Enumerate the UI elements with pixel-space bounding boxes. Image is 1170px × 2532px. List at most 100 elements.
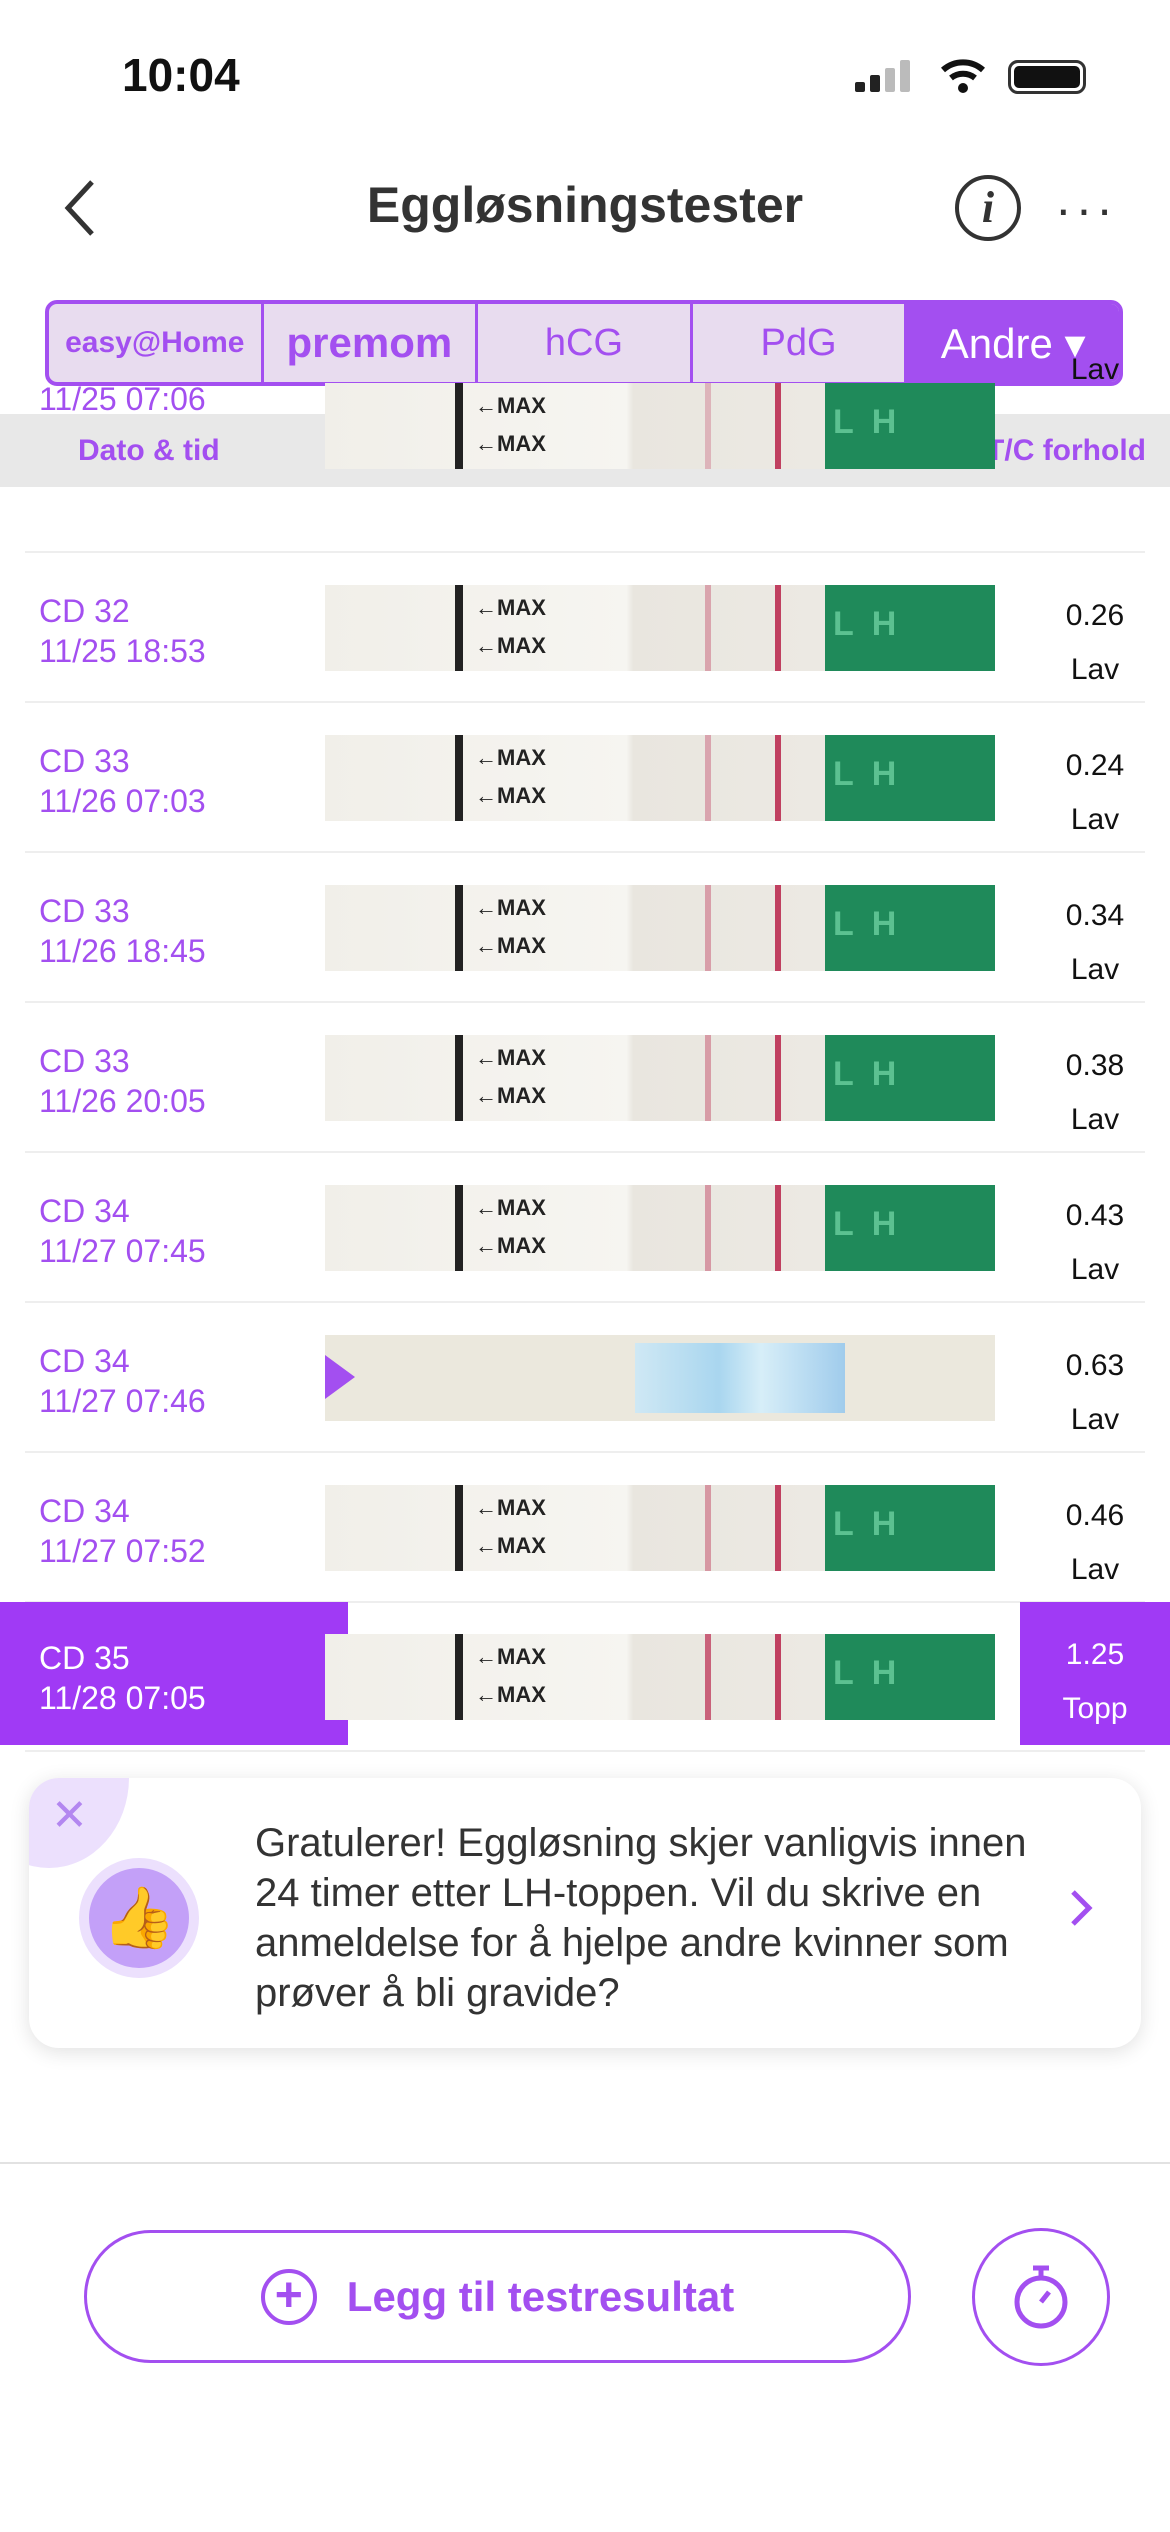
page-title: Eggløsningstester (366, 177, 804, 233)
test-strip-image: ←MAX ←MAX LH (325, 885, 995, 971)
row-ratio: 0.46 Lav (1045, 1489, 1145, 1597)
back-icon[interactable] (60, 178, 100, 238)
strip-brand: LH (825, 1035, 995, 1121)
test-strip-image: ←MAX ←MAX LH (325, 1035, 995, 1121)
control-line (775, 1035, 781, 1121)
cycle-day: CD 33 (39, 1043, 130, 1079)
review-popup[interactable]: ✕ 👍 Gratulerer! Eggløsning skjer vanligv… (29, 1778, 1141, 2048)
strip-brand: LH (825, 735, 995, 821)
strip-line (455, 1485, 463, 1571)
control-line (775, 885, 781, 971)
test-line (705, 1634, 711, 1720)
strip-max-label: ←MAX (475, 431, 546, 456)
tab-easy-home[interactable]: easy@Home (49, 304, 264, 382)
table-row[interactable]: CD 33 11/26 07:03 ←MAX ←MAX LH 0.24 Lav (25, 703, 1145, 853)
cycle-day: CD 34 (39, 1343, 130, 1379)
test-strip-image: ←MAX ←MAX LH (325, 1485, 995, 1571)
test-strip-image (325, 1335, 995, 1421)
strip-max-label: ←MAX (475, 393, 546, 418)
cycle-day: CD 32 (39, 593, 130, 629)
test-strip-image: ←MAX ←MAX LH (325, 585, 995, 671)
date-time: 11/26 07:03 (39, 783, 206, 819)
strip-max-label: ←MAX (475, 1195, 546, 1220)
strip-line (455, 1185, 463, 1271)
tab-premom[interactable]: premom (264, 304, 479, 382)
level: Lav (1070, 653, 1120, 686)
table-row[interactable]: CD 34 11/27 07:52 ←MAX ←MAX LH 0.46 Lav (25, 1453, 1145, 1603)
level: Lav (1070, 1403, 1120, 1436)
tc-ratio: 0.34 (1065, 899, 1125, 932)
strip-arrow (325, 1355, 355, 1399)
close-icon[interactable]: ✕ (51, 1791, 88, 1840)
timer-icon (1014, 2265, 1068, 2329)
strip-line (455, 1634, 463, 1720)
control-line (775, 1634, 781, 1720)
more-icon[interactable]: ··· (1055, 181, 1117, 237)
table-row[interactable]: CD 34 11/27 07:46 0.63 Lav (25, 1303, 1145, 1453)
cycle-day: CD 33 (39, 893, 130, 929)
test-line (705, 1485, 711, 1571)
test-line (705, 585, 711, 671)
cycle-day: CD 35 (39, 1640, 130, 1676)
row-datetime: CD 34 11/27 07:46 (39, 1341, 206, 1421)
level: Lav (1070, 1103, 1120, 1136)
strip-max-label: ←MAX (475, 895, 546, 920)
row-datetime: CD 33 11/26 20:05 (39, 1041, 206, 1121)
date-time: 11/26 18:45 (39, 933, 206, 969)
table-row[interactable]: CD 32 11/25 18:53 ←MAX ←MAX LH 0.26 Lav (25, 553, 1145, 703)
row-ratio: 0.24 Lav (1045, 739, 1145, 847)
date-time: 11/25 18:53 (39, 633, 206, 669)
test-line (705, 735, 711, 821)
date-time: 11/27 07:45 (39, 1233, 206, 1269)
strip-line (455, 585, 463, 671)
table-row[interactable]: 11/25 07:06 ←MAX ←MAX LH Lav (25, 353, 1145, 553)
row-ratio: 0.63 Lav (1045, 1339, 1145, 1447)
strip-brand: LH (825, 383, 995, 469)
signal-icon (855, 60, 911, 92)
test-line (705, 1185, 711, 1271)
strip-max-label: ←MAX (475, 933, 546, 958)
chevron-right-icon[interactable] (1069, 1888, 1093, 1928)
table-row[interactable]: CD 33 11/26 20:05 ←MAX ←MAX LH 0.38 Lav (25, 1003, 1145, 1153)
add-test-result-button[interactable]: + Legg til testresultat (84, 2230, 911, 2363)
test-strip-image: ←MAX ←MAX LH (325, 1185, 995, 1271)
date-time: 11/27 07:52 (39, 1533, 206, 1569)
strip-brand: LH (825, 885, 995, 971)
timer-button[interactable] (972, 2228, 1110, 2366)
level: Lav (1070, 353, 1120, 386)
info-icon[interactable]: i (955, 175, 1021, 241)
table-row[interactable]: CD 35 11/28 07:05 ←MAX ←MAX LH 1.25 Topp (0, 1602, 1170, 1752)
popup-message: Gratulerer! Eggløsning skjer vanligvis i… (255, 1821, 1027, 2015)
tab-hcg[interactable]: hCG (478, 304, 693, 382)
row-datetime: CD 34 11/27 07:45 (39, 1191, 206, 1271)
level: Lav (1070, 803, 1120, 836)
test-line (705, 1035, 711, 1121)
test-line (705, 885, 711, 971)
strip-max-label: ←MAX (475, 1045, 546, 1070)
plus-circle-icon: + (260, 2268, 317, 2325)
table-row[interactable]: CD 33 11/26 18:45 ←MAX ←MAX LH 0.34 Lav (25, 853, 1145, 1003)
add-label: Legg til testresultat (346, 2272, 735, 2320)
col-date: Dato & tid (78, 434, 220, 467)
popup-pointer (1040, 1752, 1076, 1780)
tc-ratio: 1.25 (1065, 1638, 1125, 1671)
strip-max-label: ←MAX (475, 1233, 546, 1258)
strip-max-label: ←MAX (475, 1533, 546, 1558)
tc-ratio: 0.24 (1065, 749, 1125, 782)
cycle-day: CD 34 (39, 1193, 130, 1229)
strip-line (455, 1035, 463, 1121)
row-ratio: 0.34 Lav (1045, 889, 1145, 997)
control-line (775, 735, 781, 821)
row-datetime: CD 33 11/26 18:45 (39, 891, 206, 971)
table-row[interactable]: CD 34 11/27 07:45 ←MAX ←MAX LH 0.43 Lav (25, 1153, 1145, 1303)
row-datetime: CD 33 11/26 07:03 (39, 741, 206, 821)
row-ratio: 1.25 Topp (1020, 1602, 1170, 1745)
tab-andre[interactable]: Andre ▾ (907, 304, 1119, 382)
tab-pdg[interactable]: PdG (693, 304, 908, 382)
thumbs-up-icon: 👍 (79, 1858, 199, 1978)
row-datetime: CD 35 11/28 07:05 (0, 1602, 348, 1745)
row-ratio: 0.38 Lav (1045, 1039, 1145, 1147)
strip-max-label: ←MAX (475, 783, 546, 808)
row-ratio: 0.26 Lav (1045, 589, 1145, 697)
strip-brand: LH (825, 1485, 995, 1571)
